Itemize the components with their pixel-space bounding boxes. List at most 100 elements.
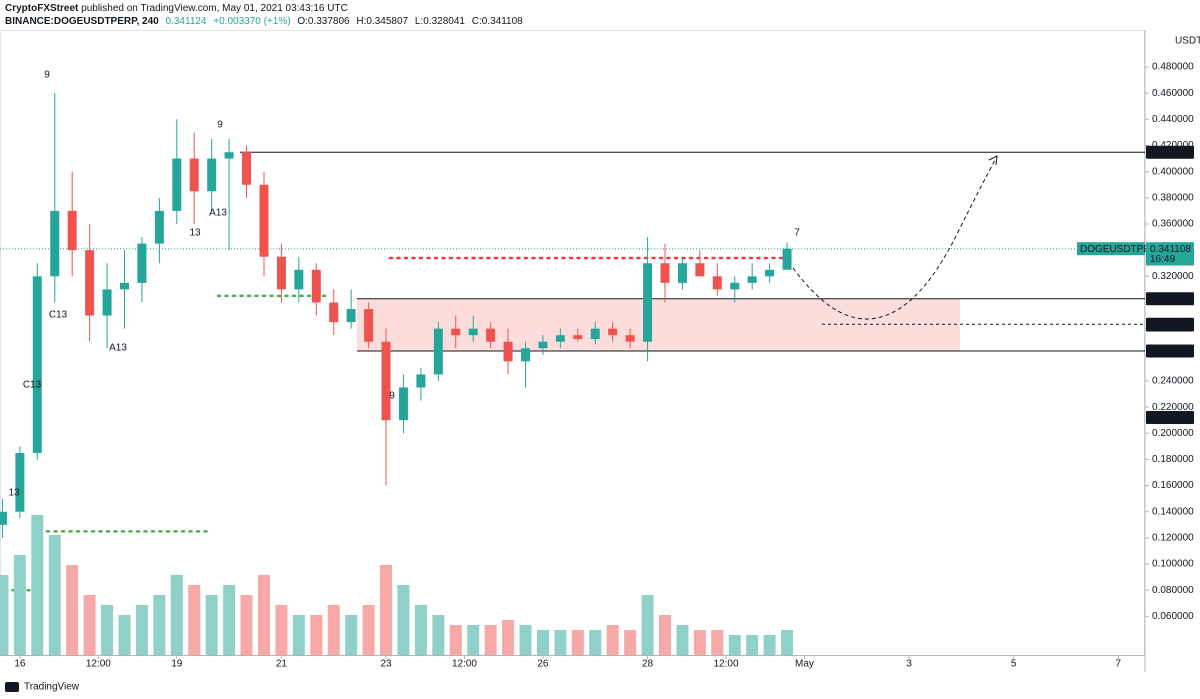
published: published on TradingView.com, May 01, 20… — [81, 3, 348, 14]
candle-body — [730, 282, 740, 290]
annotation: 9 — [217, 120, 223, 131]
candle-body — [590, 328, 600, 340]
candle-body — [712, 276, 722, 290]
candle-body — [503, 341, 513, 362]
volume-bar — [31, 515, 44, 655]
volume-bar — [624, 630, 637, 655]
ohlc-close: C:0.341108 — [472, 16, 523, 27]
price-value: 0.341108 — [1150, 244, 1191, 255]
volume-bar — [327, 605, 340, 655]
volume-bar — [554, 630, 567, 655]
candle-body — [364, 309, 374, 342]
price-name-box — [1077, 242, 1145, 256]
x-tick-label: 16 — [14, 659, 26, 670]
candle-body — [172, 158, 182, 211]
candle-body — [189, 158, 199, 192]
annotation: 13 — [189, 228, 201, 239]
x-tick-label: May — [795, 659, 814, 670]
candle-body — [224, 152, 234, 159]
volume-bar — [13, 555, 26, 655]
x-tick-label: 12:00 — [714, 659, 739, 670]
candle-body — [538, 341, 548, 349]
candle-body — [433, 328, 443, 375]
volume-bar — [345, 615, 358, 655]
candle-body — [398, 387, 408, 421]
annotation: 13 — [8, 488, 20, 499]
x-tick-label: 3 — [906, 659, 912, 670]
volume-bar — [606, 625, 619, 655]
y-tick-label: 0.460000 — [1152, 88, 1194, 99]
x-tick-label: 28 — [642, 659, 654, 670]
projection-arrow — [792, 159, 996, 320]
header: CryptoFXStreet published on TradingView.… — [5, 3, 523, 27]
volume-bar — [0, 575, 9, 655]
annotation: 7 — [794, 228, 800, 239]
level-label: 0.302855 — [1150, 294, 1192, 305]
x-tick-label: 23 — [380, 659, 392, 670]
volume-bar — [589, 630, 602, 655]
candle-body — [0, 511, 7, 525]
volume-bar — [641, 595, 654, 655]
volume-bar — [257, 575, 270, 655]
candle-body — [242, 152, 252, 185]
y-tick-label: 0.360000 — [1152, 219, 1194, 230]
candle-body — [311, 269, 321, 303]
candle-body — [660, 263, 670, 283]
y-tick-label: 0.120000 — [1152, 533, 1194, 544]
candle-body — [119, 282, 129, 290]
y-tick-label: 0.160000 — [1152, 480, 1194, 491]
y-tick-label: 0.060000 — [1152, 611, 1194, 622]
y-tick-label: 0.400000 — [1152, 166, 1194, 177]
volume-bar — [432, 615, 445, 655]
volume-bar — [292, 615, 305, 655]
y-tick-label: 0.240000 — [1152, 376, 1194, 387]
y-tick-label: 0.480000 — [1152, 62, 1194, 73]
candle-body — [346, 309, 356, 323]
candle-body — [782, 248, 792, 270]
volume-bar — [83, 595, 96, 655]
level-label: 0.262942 — [1150, 346, 1192, 357]
volume-bar — [118, 615, 131, 655]
y-tick-label: 0.420000 — [1152, 140, 1194, 151]
x-tick-label: 12:00 — [86, 659, 111, 670]
volume-bar — [240, 595, 253, 655]
y-tick-label: 0.220000 — [1152, 402, 1194, 413]
candle-body — [32, 276, 42, 453]
y-tick-label: 0.100000 — [1152, 559, 1194, 570]
volume-bar — [763, 635, 776, 655]
symbol-line: BINANCE:DOGEUSDTPERP, 240 0.341124 +0.00… — [5, 16, 523, 27]
candle-body — [747, 276, 757, 283]
volume-bar — [746, 635, 759, 655]
level-label-box — [1146, 411, 1194, 425]
volume-bar — [135, 605, 148, 655]
volume-layer — [0, 515, 794, 655]
volume-bar — [205, 595, 218, 655]
candle-body — [555, 335, 565, 342]
volume-bar — [101, 605, 114, 655]
y-tick-label: 0.440000 — [1152, 114, 1194, 125]
volume-bar — [223, 585, 236, 655]
change: +0.003370 (+1%) — [213, 16, 290, 27]
annotation: 9 — [389, 391, 395, 402]
candle-layer: 9 9 A13 C13 A13 C13 13 13 9 7 — [0, 70, 800, 538]
volume-bar — [275, 605, 288, 655]
volume-bar — [536, 630, 549, 655]
candle-body — [102, 289, 112, 316]
volume-bar — [676, 625, 689, 655]
candle-body — [765, 269, 775, 277]
volume-bar — [502, 620, 515, 655]
background-layer — [0, 151, 1145, 592]
candle-body — [294, 269, 304, 290]
y-tick-label: 0.380000 — [1152, 192, 1194, 203]
candle-body — [329, 302, 339, 323]
footer: TradingView — [5, 682, 80, 693]
candle-body — [573, 335, 583, 340]
annotation: C13 — [23, 380, 42, 391]
candle-body — [521, 348, 531, 362]
publish-line: CryptoFXStreet published on TradingView.… — [5, 3, 348, 14]
volume-bar — [484, 625, 497, 655]
candle-body — [643, 263, 653, 342]
x-tick-label: 26 — [537, 659, 549, 670]
ohlc-open: O:0.337806 — [297, 16, 350, 27]
